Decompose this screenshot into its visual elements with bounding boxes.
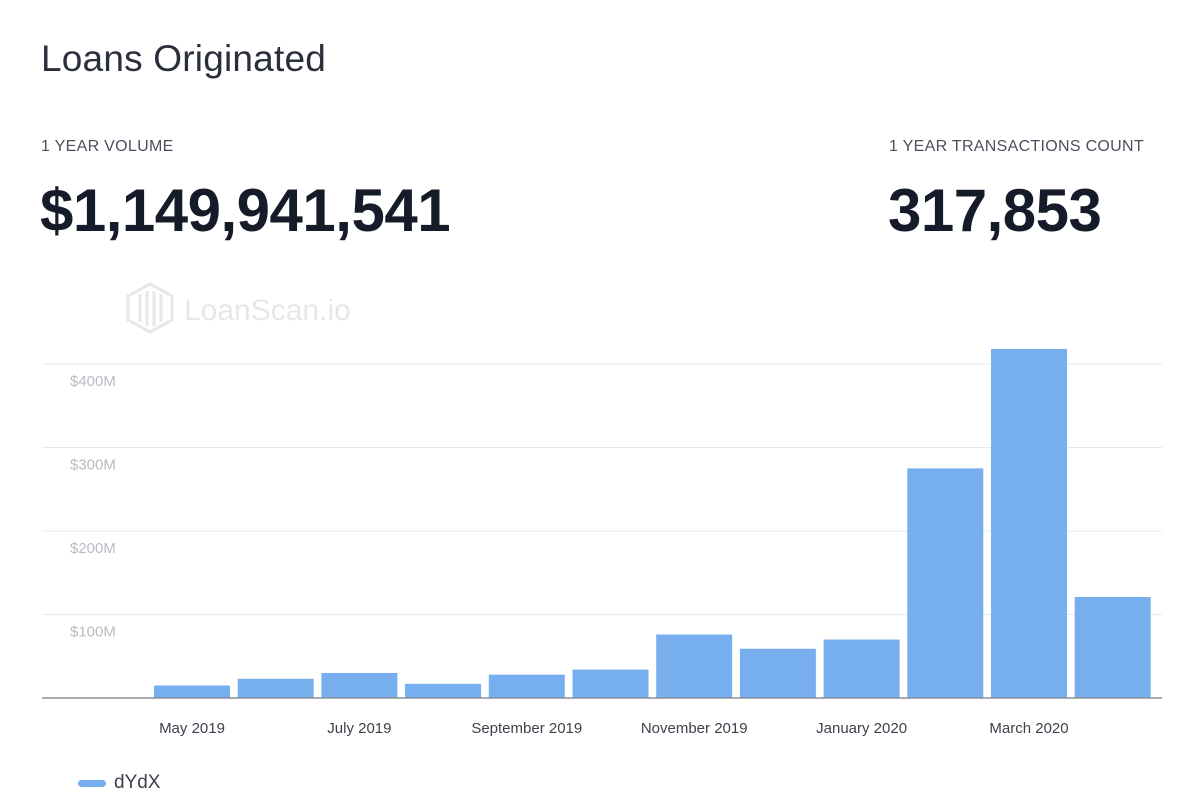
- watermark-text: LoanScan.io: [184, 293, 351, 327]
- bar: [1074, 596, 1151, 698]
- legend-swatch-dydx: [78, 779, 106, 787]
- y-axis-ticks: $100M $200M $300M $400M: [70, 373, 116, 641]
- transactions-count-value: 317,853: [888, 177, 1102, 244]
- bar: [405, 683, 482, 698]
- y-tick-label: $200M: [70, 540, 116, 557]
- transactions-count-label: 1 YEAR TRANSACTIONS COUNT: [889, 138, 1144, 155]
- page-title: Loans Originated: [41, 38, 326, 79]
- bar: [154, 685, 230, 698]
- y-tick-label: $100M: [70, 624, 116, 641]
- bar: [488, 674, 565, 698]
- bar: [321, 672, 398, 698]
- x-tick-label: November 2019: [641, 720, 748, 737]
- y-tick-label: $400M: [70, 373, 116, 390]
- bar: [823, 639, 900, 698]
- legend-label-dydx: dYdX: [114, 772, 161, 793]
- legend[interactable]: dYdX: [78, 772, 160, 794]
- bar: [572, 669, 649, 698]
- bars: [154, 348, 1151, 698]
- bar: [656, 634, 733, 698]
- x-axis-ticks: May 2019 July 2019 September 2019 November …: [159, 720, 1069, 737]
- x-tick-label: September 2019: [471, 720, 582, 737]
- bar: [991, 348, 1067, 698]
- bar: [907, 468, 984, 698]
- x-tick-label: March 2020: [989, 720, 1068, 737]
- bar: [739, 648, 816, 698]
- y-tick-label: $300M: [70, 457, 116, 474]
- loans-bar-chart: $100M $200M $300M $400M May 2019 July 2019 Se…: [42, 348, 1162, 737]
- loanscan-logo-icon: [124, 282, 176, 339]
- x-tick-label: July 2019: [327, 720, 391, 737]
- x-tick-label: January 2020: [816, 720, 907, 737]
- volume-value: $1,149,941,541: [40, 177, 451, 244]
- x-tick-label: May 2019: [159, 720, 225, 737]
- watermark: LoanScan.io: [124, 282, 351, 339]
- bar: [237, 678, 314, 698]
- volume-label: 1 YEAR VOLUME: [41, 138, 174, 155]
